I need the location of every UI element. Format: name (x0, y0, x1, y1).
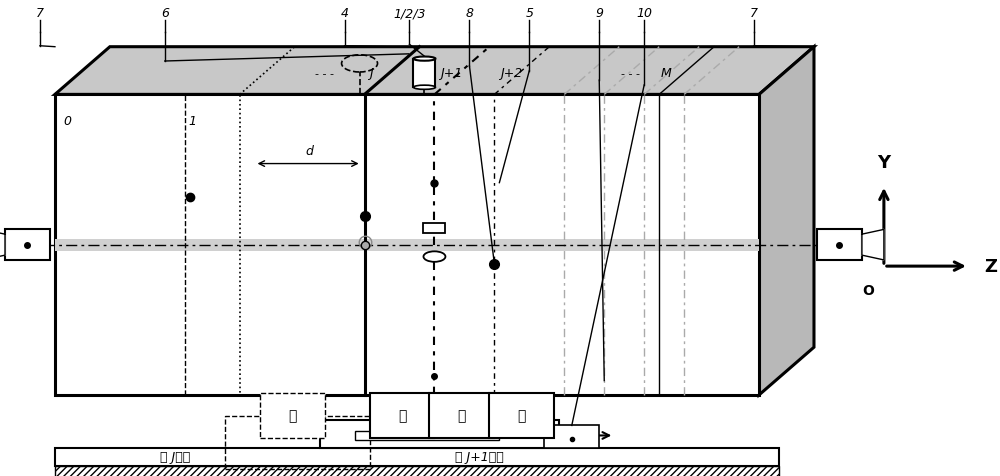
Bar (320, 420, 559, 448)
Bar (423, 223, 445, 234)
Bar (489, 393, 554, 438)
Bar (260, 393, 325, 438)
Text: 第 J+1测位: 第 J+1测位 (455, 450, 504, 464)
Text: Z: Z (984, 258, 997, 276)
Text: 中: 中 (458, 408, 466, 422)
Text: 9: 9 (595, 7, 603, 20)
Polygon shape (0, 230, 5, 260)
Circle shape (423, 252, 445, 262)
Text: J+2: J+2 (500, 67, 522, 80)
Bar (5, 229, 50, 261)
Text: M: M (660, 67, 671, 80)
Text: 0: 0 (63, 115, 71, 128)
Text: 8: 8 (465, 7, 473, 20)
Polygon shape (55, 95, 759, 395)
Text: 6: 6 (161, 7, 169, 20)
Text: 10: 10 (636, 7, 652, 20)
Text: - - -: - - - (621, 69, 640, 79)
Text: 第 J测位: 第 J测位 (160, 450, 190, 464)
Bar (55, 466, 779, 476)
Text: Y: Y (877, 153, 890, 171)
Bar (370, 393, 434, 438)
Polygon shape (862, 230, 884, 260)
Ellipse shape (413, 58, 435, 61)
Bar (55, 448, 779, 466)
Text: 左: 左 (398, 408, 406, 422)
Text: 7: 7 (750, 7, 758, 20)
Text: O: O (862, 283, 874, 297)
Bar (817, 229, 862, 261)
Text: J: J (369, 67, 373, 80)
Text: 4: 4 (341, 7, 349, 20)
Ellipse shape (413, 86, 435, 90)
Text: 1/2/3: 1/2/3 (393, 7, 426, 20)
Bar (429, 393, 494, 438)
Polygon shape (759, 48, 814, 395)
Bar (413, 60, 435, 88)
Bar (225, 416, 370, 469)
Bar (544, 426, 599, 448)
Text: d: d (306, 144, 314, 158)
Text: J+1: J+1 (440, 67, 462, 80)
Bar (55, 239, 759, 251)
Bar (355, 431, 499, 440)
Text: 5: 5 (525, 7, 533, 20)
Text: 1: 1 (189, 115, 197, 128)
Text: - - -: - - - (315, 69, 334, 79)
Text: 右: 右 (518, 408, 526, 422)
Text: 左: 左 (288, 408, 296, 422)
Polygon shape (55, 48, 814, 95)
Text: 7: 7 (36, 7, 44, 20)
